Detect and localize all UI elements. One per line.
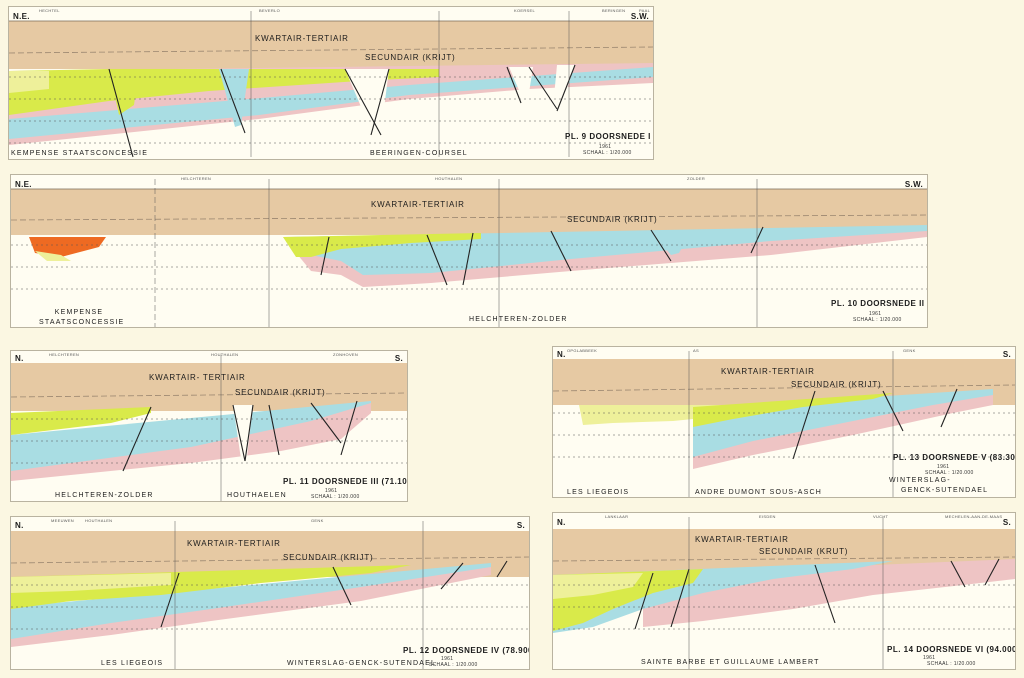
top-name: HELCHTEREN [181, 176, 212, 181]
geology-section-pl12 [11, 521, 529, 669]
plate-year: 1961 [923, 655, 936, 661]
geology-section-pl10 [11, 179, 927, 327]
place-label: ANDRE DUMONT SOUS-ASCH [695, 489, 823, 496]
direction-left: N. [15, 521, 24, 530]
plate-scale: SCHAAL : 1/20.000 [927, 661, 976, 667]
plate-scale: SCHAAL : 1/20.000 [853, 317, 902, 323]
top-name: HELCHTEREN [49, 352, 80, 357]
direction-right: S. [516, 521, 525, 530]
direction-left: N.E. [13, 12, 30, 21]
top-name: KOERSEL [514, 8, 535, 13]
direction-right: S. [394, 354, 403, 363]
geology-section-pl11 [11, 355, 407, 501]
top-name: MEEUWEN [51, 518, 74, 523]
top-name: ZOLDER [687, 176, 706, 181]
place-label: KEMPENSE STAATSCONCESSIE [11, 150, 149, 157]
band-label-lower: SECUNDAIR (KRIJT) [283, 553, 374, 562]
plate-scale: SCHAAL : 1/20.000 [925, 470, 974, 476]
cross-section-pl12: N. S. MEEUWEN HOUTHALEN GENK KWARTAIR-TE… [10, 516, 530, 670]
top-name: ZONHOVEN [333, 352, 359, 357]
band-label-upper: KWARTAIR-TERTIAIR [721, 367, 815, 376]
top-name: HOUTHALEN [85, 518, 113, 523]
top-name: GENK [311, 518, 324, 523]
plate-scale: SCHAAL : 1/20.000 [429, 662, 478, 668]
plate-title: PL. 11 DOORSNEDE III (71.100) [283, 477, 408, 486]
top-name: EISDEN [759, 514, 776, 519]
band-label-lower: SECUNDAIR (KRIJT) [791, 380, 882, 389]
place-label: BEERINGEN-COURSEL [370, 150, 468, 157]
direction-right: S.W. [630, 12, 649, 21]
place-label: HELCHTEREN-ZOLDER [469, 316, 568, 323]
plate-title: PL. 14 DOORSNEDE VI (94.000) [887, 645, 1016, 654]
plate-year: 1961 [441, 656, 454, 662]
cross-section-pl9: N.E. S.W. HECHTEL BEVERLO KOERSEL BERING… [8, 6, 654, 160]
band-label-upper: KWARTAIR-TERTIAIR [255, 34, 349, 43]
top-name: AS [693, 348, 699, 353]
plate-scale: SCHAAL : 1/20.000 [583, 150, 632, 156]
direction-left: N. [557, 518, 566, 527]
band-label-lower: SECUNDAIR (KRUT) [759, 547, 849, 556]
cross-section-pl14: N. S. LANKLAAR EISDEN VUCHT MECHELEN-AAN… [552, 512, 1016, 670]
geology-section-pl14 [553, 517, 1015, 669]
place-label: HELCHTEREN-ZOLDER [55, 492, 154, 499]
place-label: HOUTHAELEN [227, 492, 287, 499]
band-label-upper: KWARTAIR-TERTIAIR [695, 535, 789, 544]
place-label: WINTERSLAG-GENCK-SUTENDAEL [287, 660, 437, 667]
direction-left: N. [15, 354, 24, 363]
place-label: LES LIEGEOIS [567, 489, 630, 496]
band-label-upper: KWARTAIR-TERTIAIR [371, 200, 465, 209]
direction-left: N. [557, 350, 566, 359]
top-name: LANKLAAR [605, 514, 629, 519]
top-name: PAAL [639, 8, 651, 13]
plate-title: PL. 12 DOORSNEDE IV (78.900) [403, 646, 530, 655]
band-label-lower: SECUNDAIR (KRIJT) [365, 53, 456, 62]
geology-section-pl9 [9, 11, 653, 158]
top-name: HOUTHALEN [211, 352, 239, 357]
top-name: GENK [903, 348, 916, 353]
top-name: BEVERLO [259, 8, 280, 13]
direction-left: N.E. [15, 180, 32, 189]
plate-title: PL. 9 DOORSNEDE I [565, 132, 651, 141]
band-label-upper: KWARTAIR- TERTIAIR [149, 373, 246, 382]
cross-section-pl11: N. S. HELCHTEREN HOUTHALEN ZONHOVEN KWAR… [10, 350, 408, 502]
plate-year: 1961 [937, 464, 950, 470]
place-label: WINTERSLAG- [889, 477, 951, 484]
place-label: GENCK-SUTENDAEL [901, 487, 989, 494]
plate-year: 1961 [325, 488, 338, 494]
direction-right: S. [1002, 350, 1011, 359]
top-name: HECHTEL [39, 8, 60, 13]
plate-title: PL. 13 DOORSNEDE V (83.300) [893, 453, 1016, 462]
geology-section-pl13 [553, 351, 1015, 497]
plate-year: 1961 [869, 311, 882, 317]
top-name: HOUTHALEN [435, 176, 463, 181]
top-name: MECHELEN-AAN-DE-MAAS [945, 514, 1003, 519]
place-label: LES LIEGEOIS [101, 660, 164, 667]
direction-right: S.W. [904, 180, 923, 189]
top-name: VUCHT [873, 514, 889, 519]
plate-title: PL. 10 DOORSNEDE II [831, 299, 925, 308]
direction-right: S. [1002, 518, 1011, 527]
top-name: OPGLABBEEK [567, 348, 598, 353]
cross-section-pl13: N. S. OPGLABBEEK AS GENK KWARTAIR-TERTIA… [552, 346, 1016, 498]
place-label: KEMPENSE STAATSCONCESSIE [39, 309, 125, 326]
band-label-lower: SECUNDAIR (KRIJT) [567, 215, 658, 224]
cross-section-pl10: N.E. S.W. HELCHTEREN HOUTHALEN ZOLDER KW… [10, 174, 928, 328]
plate-year: 1961 [599, 144, 612, 150]
place-label: SAINTE BARBE ET GUILLAUME LAMBERT [641, 659, 820, 666]
plate-scale: SCHAAL : 1/20.000 [311, 494, 360, 500]
band-label-lower: SECUNDAIR (KRIJT) [235, 388, 326, 397]
top-name: BERINGEN [602, 8, 626, 13]
band-label-upper: KWARTAIR-TERTIAIR [187, 539, 281, 548]
